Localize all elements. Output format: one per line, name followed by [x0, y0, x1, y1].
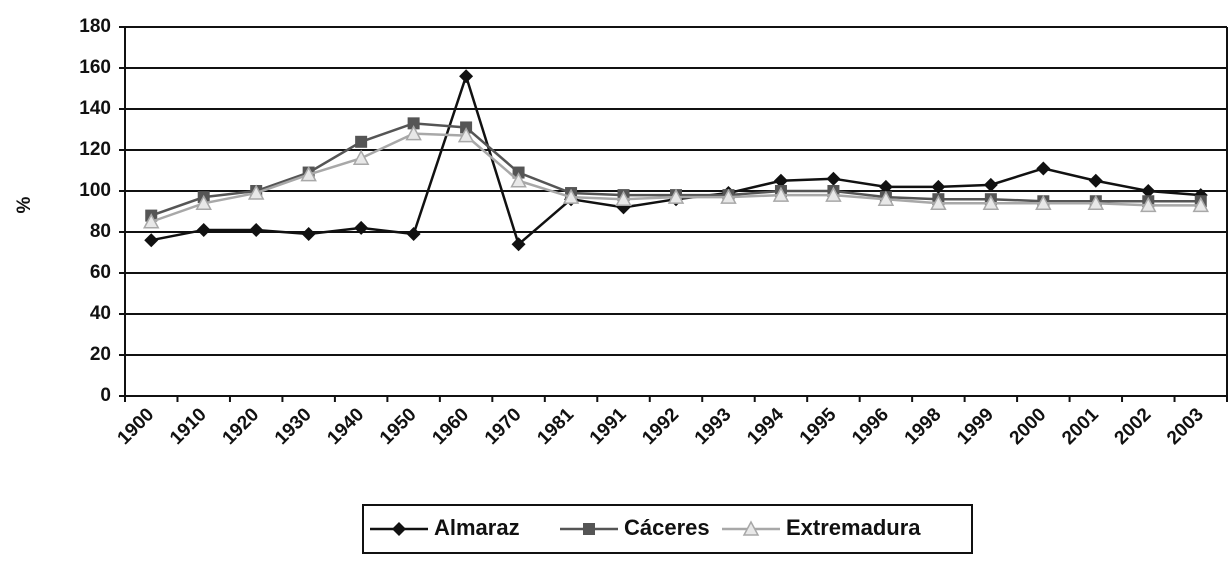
- marker: [772, 186, 790, 202]
- marker: [511, 237, 526, 252]
- marker: [510, 172, 527, 188]
- x-tick-label: 1981: [533, 404, 578, 449]
- x-tick-label: 1940: [323, 404, 368, 449]
- marker: [1035, 194, 1052, 211]
- x-tick-label: 1991: [586, 404, 631, 449]
- legend: [362, 504, 973, 554]
- x-tick-label: 1996: [848, 404, 893, 449]
- marker: [247, 184, 265, 200]
- x-tick-label: 1960: [428, 404, 473, 449]
- x-tick-label: 1994: [743, 404, 788, 449]
- marker: [878, 179, 893, 194]
- y-tick-label: 60: [90, 262, 111, 283]
- marker: [1141, 184, 1156, 198]
- marker: [1140, 196, 1157, 213]
- y-tick-label: 160: [79, 57, 111, 78]
- legend-label: Almaraz: [434, 515, 520, 540]
- x-tick-label: 2002: [1111, 404, 1156, 449]
- marker: [195, 194, 212, 211]
- marker: [1087, 194, 1105, 211]
- y-tick-label: 120: [79, 139, 111, 160]
- marker: [1036, 161, 1051, 176]
- x-tick-label: 1993: [691, 404, 736, 449]
- y-tick-label: 140: [79, 98, 111, 119]
- x-tick-label: 2001: [1058, 404, 1103, 449]
- marker: [983, 177, 998, 192]
- marker: [615, 190, 632, 206]
- marker: [457, 127, 475, 143]
- x-tick-label: 1910: [166, 404, 211, 449]
- x-tick-label: 1950: [376, 404, 421, 449]
- marker: [142, 213, 160, 229]
- y-tick-label: 80: [90, 221, 111, 242]
- y-tick-label: 0: [100, 385, 111, 406]
- marker: [406, 227, 421, 242]
- marker: [405, 125, 422, 141]
- y-tick-label: 20: [90, 344, 111, 365]
- marker: [144, 233, 159, 248]
- x-tick-label: 2003: [1163, 404, 1208, 449]
- x-tick-label: 1930: [271, 404, 316, 449]
- marker: [583, 523, 595, 535]
- marker: [300, 166, 317, 182]
- series-line: [150, 72, 1201, 247]
- marker: [407, 117, 420, 130]
- marker: [354, 220, 369, 235]
- x-tick-label: 1970: [481, 404, 526, 449]
- y-axis-label: %: [14, 196, 35, 213]
- marker: [1088, 173, 1103, 188]
- y-tick-label: 100: [79, 180, 111, 201]
- marker: [562, 188, 580, 204]
- marker: [742, 520, 760, 536]
- marker: [301, 227, 316, 242]
- marker: [667, 188, 685, 204]
- x-tick-label: 1992: [638, 404, 683, 449]
- marker: [355, 135, 368, 148]
- marker: [352, 149, 370, 165]
- marker: [826, 171, 841, 186]
- y-tick-label: 40: [90, 303, 111, 324]
- x-tick-label: 1920: [219, 404, 264, 449]
- marker: [249, 222, 264, 237]
- legend-label: Cáceres: [624, 515, 710, 540]
- x-tick-label: 1999: [953, 404, 998, 449]
- marker: [459, 69, 474, 84]
- marker: [392, 522, 406, 536]
- marker: [720, 188, 737, 204]
- marker: [982, 194, 1000, 211]
- marker: [1192, 196, 1210, 213]
- marker: [930, 194, 947, 211]
- marker: [931, 179, 946, 194]
- x-tick-label: 1998: [901, 404, 946, 449]
- marker: [877, 190, 895, 206]
- marker: [196, 222, 211, 237]
- marker: [773, 173, 788, 188]
- x-tick-label: 1995: [796, 404, 841, 449]
- legend-label: Extremadura: [786, 515, 921, 540]
- x-tick-label: 1900: [114, 404, 159, 449]
- marker: [825, 186, 842, 202]
- y-tick-label: 180: [79, 16, 111, 37]
- x-tick-label: 2000: [1006, 404, 1051, 449]
